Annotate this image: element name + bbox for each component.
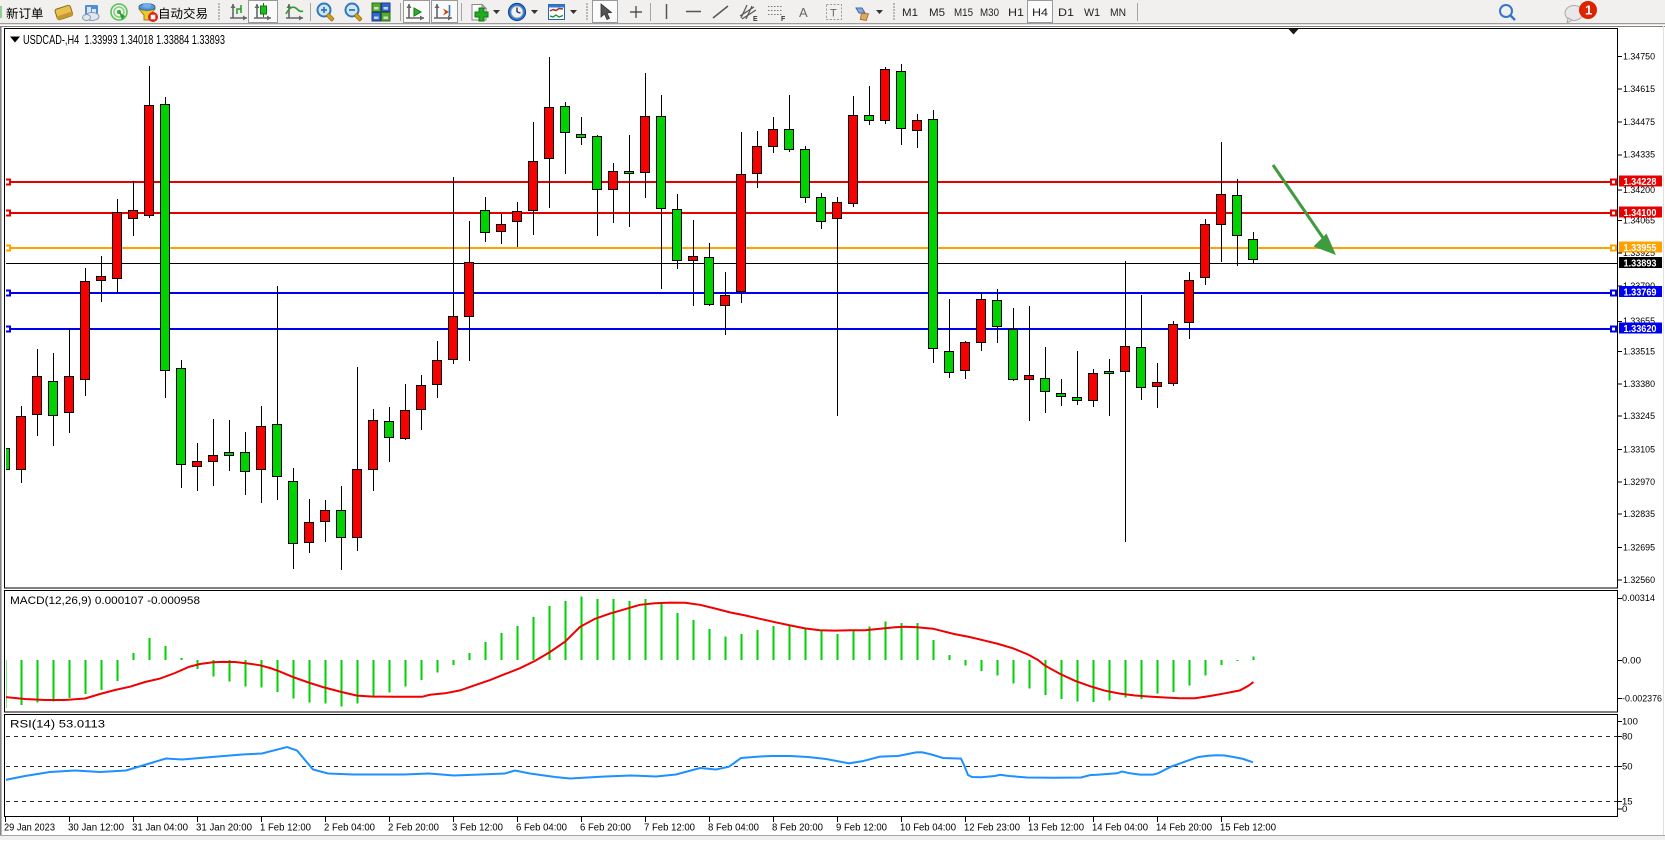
svg-text:1.34615: 1.34615 [1623,84,1655,95]
svg-text:0: 0 [1622,804,1627,815]
svg-text:0.00: 0.00 [1622,655,1641,666]
svg-text:1 Feb 12:00: 1 Feb 12:00 [260,823,311,834]
svg-text:8 Feb 20:00: 8 Feb 20:00 [772,823,823,834]
svg-text:1.32835: 1.32835 [1623,509,1655,520]
svg-text:2 Feb 04:00: 2 Feb 04:00 [324,823,375,834]
svg-text:2 Feb 20:00: 2 Feb 20:00 [388,823,439,834]
svg-text:9 Feb 12:00: 9 Feb 12:00 [836,823,887,834]
svg-text:1.33925: 1.33925 [1623,248,1655,259]
svg-text:80: 80 [1622,731,1633,742]
svg-text:MN: MN [1110,7,1126,19]
svg-text:1.33105: 1.33105 [1623,445,1655,456]
svg-text:0.00314: 0.00314 [1622,593,1655,604]
svg-text:1.34335: 1.34335 [1623,150,1655,161]
svg-text:14 Feb 04:00: 14 Feb 04:00 [1092,823,1148,834]
svg-text:W1: W1 [1084,7,1100,19]
svg-text:F: F [781,16,786,23]
svg-text:1.34475: 1.34475 [1623,117,1655,128]
svg-text:1.33655: 1.33655 [1623,316,1655,327]
svg-text:15 Feb 12:00: 15 Feb 12:00 [1220,823,1276,834]
svg-text:100: 100 [1622,716,1638,727]
svg-text:1.34100: 1.34100 [1624,208,1658,219]
svg-text:1: 1 [1585,3,1592,18]
svg-text:1.33955: 1.33955 [1624,243,1658,254]
svg-text:14 Feb 20:00: 14 Feb 20:00 [1156,823,1212,834]
svg-text:8 Feb 04:00: 8 Feb 04:00 [708,823,759,834]
svg-text:15: 15 [1622,796,1633,807]
svg-text:31 Jan 20:00: 31 Jan 20:00 [196,823,252,834]
svg-text:6 Feb 04:00: 6 Feb 04:00 [516,823,567,834]
svg-text:1.33620: 1.33620 [1624,324,1658,335]
svg-text:1.34200: 1.34200 [1623,185,1655,196]
svg-text:1.34750: 1.34750 [1623,51,1655,62]
svg-text:1.33380: 1.33380 [1623,379,1655,390]
svg-text:D1: D1 [1058,7,1074,19]
svg-text:1.33515: 1.33515 [1623,347,1655,358]
svg-text:M30: M30 [980,7,999,19]
svg-text:50: 50 [1622,761,1633,772]
svg-text:13 Feb 12:00: 13 Feb 12:00 [1028,823,1084,834]
svg-text:6 Feb 20:00: 6 Feb 20:00 [580,823,631,834]
svg-text:1.32560: 1.32560 [1623,575,1655,586]
svg-text:12 Feb 23:00: 12 Feb 23:00 [964,823,1020,834]
svg-text:-0.002376: -0.002376 [1622,693,1662,704]
svg-text:1.34228: 1.34228 [1624,177,1658,188]
svg-text:RSI(14) 53.0113: RSI(14) 53.0113 [10,719,105,731]
svg-text:10 Feb 04:00: 10 Feb 04:00 [900,823,956,834]
svg-text:USDCAD-,H4 1.33993 1.34018 1.: USDCAD-,H4 1.33993 1.34018 1.33884 1.338… [23,33,225,47]
svg-text:1.33769: 1.33769 [1624,288,1658,299]
svg-text:29 Jan 2023: 29 Jan 2023 [4,823,55,834]
svg-text:E: E [753,16,758,23]
svg-text:30 Jan 12:00: 30 Jan 12:00 [68,823,124,834]
svg-text:1.32695: 1.32695 [1623,543,1655,554]
svg-text:1.33245: 1.33245 [1623,411,1655,422]
svg-text:M5: M5 [929,7,945,19]
svg-text:3 Feb 12:00: 3 Feb 12:00 [452,823,503,834]
svg-text:M1: M1 [902,7,918,19]
svg-text:1.32970: 1.32970 [1623,477,1655,488]
svg-text:H1: H1 [1008,7,1024,19]
svg-text:7 Feb 12:00: 7 Feb 12:00 [644,823,695,834]
svg-text:T: T [830,8,837,20]
svg-text:MACD(12,26,9) 0.000107 -0.0009: MACD(12,26,9) 0.000107 -0.000958 [10,595,200,607]
svg-text:M15: M15 [954,7,973,19]
svg-text:H4: H4 [1032,7,1048,19]
svg-text:1.33893: 1.33893 [1624,259,1658,270]
svg-text:A: A [799,5,808,20]
svg-text:1.34065: 1.34065 [1623,215,1655,226]
svg-text:31 Jan 04:00: 31 Jan 04:00 [132,823,188,834]
